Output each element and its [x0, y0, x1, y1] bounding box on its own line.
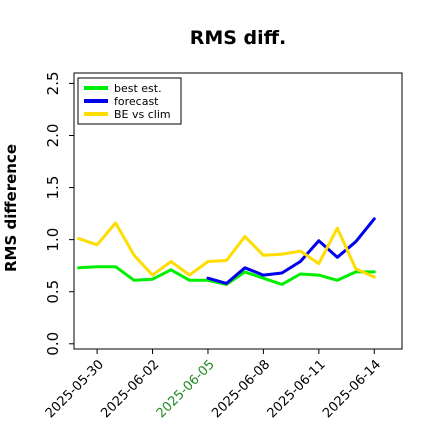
legend-label: forecast [114, 95, 159, 108]
legend-label: best est. [114, 82, 162, 95]
y-tick-label: 2.5 [44, 71, 62, 95]
y-tick-label: 1.0 [44, 228, 62, 252]
x-tick-label: 2025-06-11 [265, 357, 329, 421]
series-layer [77, 217, 376, 286]
series-line-be-vs-clim [77, 221, 376, 279]
x-tick-label: 2025-06-08 [209, 357, 273, 421]
x-tick-label: 2025-05-30 [43, 357, 107, 421]
x-axis: 2025-05-302025-06-022025-06-052025-06-08… [43, 349, 384, 421]
y-axis: 0.0 0.5 1.0 1.5 2.0 2.5 [44, 71, 74, 356]
chart-title: RMS diff. [190, 27, 287, 49]
y-tick-label: 0.5 [44, 280, 62, 304]
x-tick-label: 2025-06-05 [154, 357, 218, 421]
y-tick-label: 1.5 [44, 176, 62, 200]
y-axis-label: RMS difference [2, 144, 20, 272]
y-tick-label: 2.0 [44, 124, 62, 148]
x-tick-label: 2025-06-02 [98, 357, 162, 421]
y-tick-label: 0.0 [44, 332, 62, 356]
x-tick-label: 2025-06-14 [320, 357, 384, 421]
legend-label: BE vs clim [114, 108, 171, 121]
plot-frame [73, 72, 403, 350]
